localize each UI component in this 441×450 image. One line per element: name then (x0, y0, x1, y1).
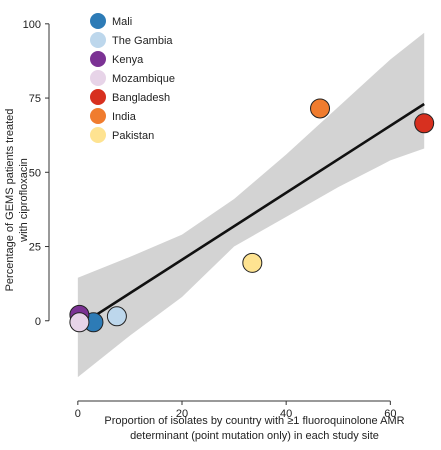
axes: 0 25 50 75 100 0 20 40 60 (23, 19, 397, 420)
legend-label-mozambique: Mozambique (112, 73, 175, 85)
x-tick-label: 60 (384, 408, 396, 420)
x-tick-label: 20 (176, 408, 188, 420)
x-axis-label-line: Proportion of isolates by country with ≥… (104, 415, 404, 427)
legend-label-kenya: Kenya (112, 54, 144, 66)
point-the-gambia (106, 306, 127, 327)
legend-marker-kenya (90, 51, 106, 67)
x-tick-label: 0 (75, 408, 81, 420)
axis-labels: Proportion of isolates by country with ≥… (4, 109, 405, 442)
point-mozambique (69, 312, 90, 333)
legend-marker-pakistan (90, 127, 106, 143)
legend-label-pakistan: Pakistan (112, 130, 154, 142)
point-pakistan (242, 252, 263, 273)
confidence-band (77, 32, 425, 378)
legend-marker-bangladesh (90, 89, 106, 105)
legend-label-mali: Mali (112, 16, 132, 28)
y-axis-label-line: Percentage of GEMS patients treated (4, 109, 16, 292)
legend-marker-mozambique (90, 70, 106, 86)
legend-marker-india (90, 108, 106, 124)
legend-label-bangladesh: Bangladesh (112, 92, 170, 104)
plot-area (69, 32, 435, 378)
legend: Mali The Gambia Kenya Mozambique Bangladesh I… (90, 13, 175, 143)
legend-label-the-gambia: The Gambia (112, 35, 173, 47)
point-bangladesh (414, 113, 435, 134)
y-tick-label: 50 (29, 167, 41, 179)
y-tick-label: 0 (35, 316, 41, 328)
y-axis-label-line: with ciprofloxacin (18, 158, 30, 243)
legend-marker-mali (90, 13, 106, 29)
point-india (310, 98, 331, 119)
legend-marker-the-gambia (90, 32, 106, 48)
y-tick-label: 25 (29, 242, 41, 254)
x-tick-label: 40 (280, 408, 292, 420)
x-axis-label-line: determinant (point mutation only) in eac… (130, 430, 379, 442)
regression-line (77, 102, 425, 328)
y-tick-label: 100 (23, 19, 41, 31)
legend-label-india: India (112, 111, 137, 123)
y-tick-label: 75 (29, 93, 41, 105)
